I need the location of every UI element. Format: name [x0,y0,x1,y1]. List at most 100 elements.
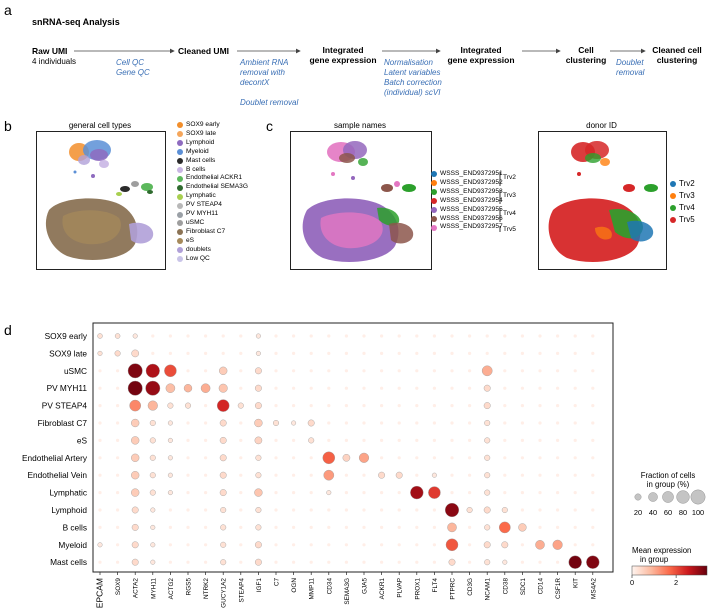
dot [255,454,262,461]
legend-swatch [177,166,183,173]
dot [273,420,279,426]
legend-swatch [177,175,183,182]
dot [362,386,366,390]
dot [591,369,595,373]
dot [344,490,349,495]
dot [131,436,140,445]
dot [503,473,507,477]
workflow-arrows [74,48,646,54]
dot [379,334,384,338]
dot [520,490,525,495]
dot [432,543,437,547]
step2-notes: Ambient RNA removal with decontX Doublet… [240,58,299,107]
dot [97,350,103,356]
dot [467,421,472,425]
legend-item: eS [177,237,248,246]
gene-label: PROX1 [414,578,421,600]
dot [362,490,366,495]
dot [149,420,156,426]
legend-swatch [177,229,183,236]
dot [432,386,437,390]
dot [591,403,595,408]
dot [450,403,454,408]
dot [573,351,577,356]
dot [520,386,525,390]
dot [220,541,227,548]
dot [397,508,401,512]
dot [115,490,120,495]
dot [591,456,595,460]
gene-label: OGN [291,578,298,593]
dot [239,438,243,443]
gene-label: SDC1 [520,578,527,595]
dot [115,560,120,564]
size-legend-tick: 100 [692,508,704,517]
size-legend-tick: 40 [649,508,657,517]
dot [538,456,542,460]
dot [415,421,419,425]
dot [379,456,384,460]
gene-label: MS4A2 [590,578,597,599]
dot [291,543,296,547]
dot [291,369,296,373]
dot [274,403,278,408]
dot [309,456,313,460]
dot [200,383,211,393]
dot [239,525,243,530]
dot [483,506,491,514]
dot [186,334,190,338]
dot [483,384,491,392]
dot [538,386,542,390]
dot [254,384,262,392]
dot [254,541,262,549]
dot [98,386,102,390]
legend-item: uSMC [177,219,248,228]
dot [186,543,190,547]
gene-label: ACTA2 [133,578,140,599]
dot [467,403,472,408]
color-legend-title: Mean expression [632,546,691,555]
dot [573,456,577,460]
legend-item: WSSS_END9372957 [431,223,503,232]
dot [591,438,595,443]
legend-item: Low QC [177,255,248,264]
dot [397,334,401,338]
dot [239,490,243,495]
dot [327,438,331,443]
legend-item: WSSS_END9372956 [431,215,503,224]
dot [167,420,173,426]
dot [555,508,560,512]
legend-item: Trv4 [670,202,695,214]
color-legend-bar [631,565,708,576]
dot [291,351,296,356]
dot [362,334,366,338]
size-legend-dot [690,489,706,505]
dot [218,383,228,393]
dot [98,473,102,477]
dot [115,525,120,530]
size-legend-dot [676,490,690,504]
dot [186,456,190,460]
dot [591,386,595,390]
dot [552,539,563,550]
dot [203,560,208,564]
dot [221,351,225,356]
dot [309,543,313,547]
color-legend-tick: 2 [674,578,678,587]
dot [115,386,120,390]
size-legend-tick: 20 [634,508,642,517]
dot [203,369,208,373]
gene-label: MYH11 [150,578,157,599]
legend-swatch [431,189,437,196]
legend-swatch [177,220,183,227]
dot [573,334,577,338]
dot [186,490,190,495]
integrated-expression-1: Integrated gene expression [309,45,377,65]
dot [203,543,208,547]
umap-b-legend: SOX9 early SOX9 late Lymphoid Myeloid Ma… [177,121,248,264]
dot [131,471,140,480]
dot [327,334,331,338]
dot [344,334,349,338]
dot [344,351,349,356]
dot [219,366,228,375]
